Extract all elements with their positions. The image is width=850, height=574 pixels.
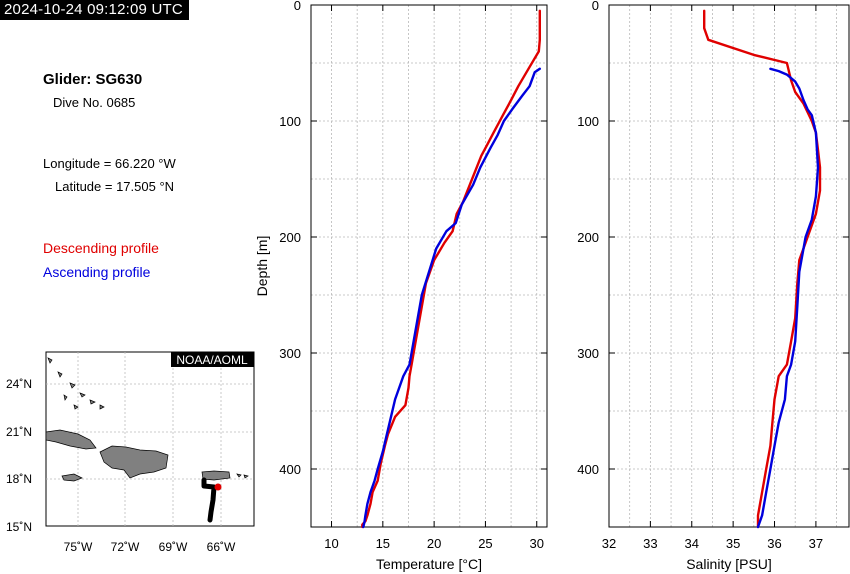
- x-tick-label: 20: [427, 536, 441, 551]
- y-axis-label: Depth [m]: [254, 236, 270, 297]
- x-tick-label: 10: [324, 536, 338, 551]
- series-ascending-line: [756, 67, 820, 529]
- timestamp-label: 2024-10-24 09:12:09 UTC: [0, 0, 189, 20]
- y-tick-label: 100: [577, 114, 599, 129]
- glider-title: Glider: SG630: [43, 71, 143, 88]
- x-tick-label: 15: [376, 536, 390, 551]
- dive-number: Dive No. 0685: [53, 95, 136, 110]
- x-axis-label: Temperature [°C]: [376, 556, 482, 572]
- y-tick-label: 100: [279, 114, 301, 129]
- y-tick-label: 300: [279, 346, 301, 361]
- y-tick-label: 400: [279, 462, 301, 477]
- x-axis-label: Salinity [PSU]: [686, 556, 772, 572]
- x-tick-label: 35: [726, 536, 740, 551]
- y-tick-label: 0: [592, 0, 599, 13]
- legend-descending: Descending profile: [43, 240, 159, 256]
- y-tick-label: 200: [577, 230, 599, 245]
- x-tick-label: 36: [767, 536, 781, 551]
- x-tick-label: 37: [809, 536, 823, 551]
- y-tick-label: 400: [577, 462, 599, 477]
- grid-lines: [311, 5, 547, 527]
- x-tick-label: 34: [685, 536, 699, 551]
- x-tick-label: 30: [530, 536, 544, 551]
- latitude-label: Latitude = 17.505 °N: [55, 179, 175, 194]
- series-ascending-line: [362, 67, 541, 529]
- y-tick-label: 300: [577, 346, 599, 361]
- y-tick-label: 200: [279, 230, 301, 245]
- plot-frame: [310, 4, 548, 528]
- series-descending-line: [703, 9, 822, 529]
- plot-frame: [608, 4, 850, 528]
- series-descending-line: [361, 9, 541, 529]
- y-tick-label: 0: [294, 0, 301, 13]
- x-tick-label: 25: [478, 536, 492, 551]
- legend-ascending: Ascending profile: [43, 264, 151, 280]
- longitude-label: Longitude = 66.220 °W: [43, 156, 176, 171]
- grid-lines: [609, 5, 849, 527]
- x-tick-label: 33: [643, 536, 657, 551]
- x-tick-label: 32: [602, 536, 616, 551]
